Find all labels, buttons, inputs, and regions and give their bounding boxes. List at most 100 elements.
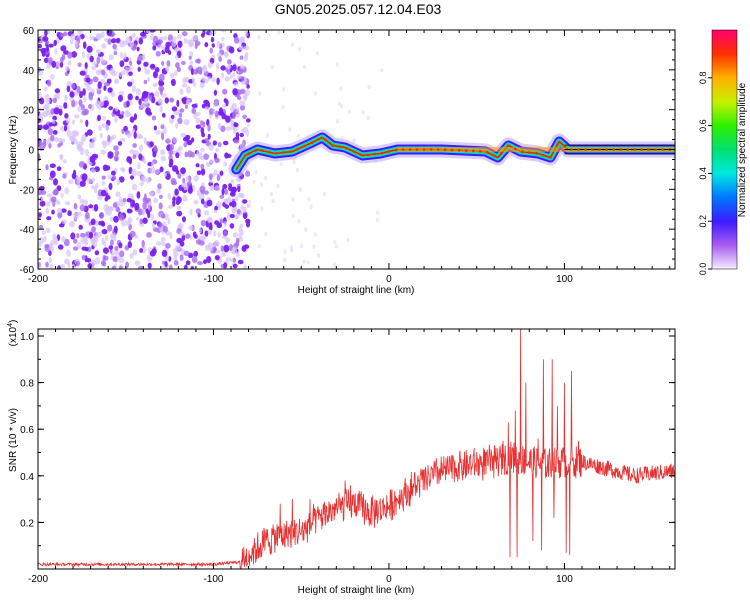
noise-blob — [204, 230, 209, 237]
noise-blob — [154, 90, 160, 98]
noise-blob — [175, 244, 182, 251]
noise-blob — [129, 60, 133, 66]
track-dot — [436, 148, 440, 151]
noise-blob — [223, 98, 228, 103]
noise-blob — [56, 166, 62, 172]
noise-blob — [180, 132, 187, 138]
noise-region — [38, 30, 384, 269]
noise-blob — [117, 141, 123, 146]
noise-blob — [87, 263, 93, 269]
noise-blob — [157, 183, 162, 190]
track-dot — [493, 154, 496, 158]
noise-blob — [175, 62, 180, 69]
track-band — [397, 147, 675, 152]
track-dot — [247, 152, 250, 156]
noise-blob — [138, 144, 143, 152]
noise-blob — [181, 30, 188, 37]
noise-blob — [76, 177, 80, 185]
noise-blob — [118, 114, 124, 119]
y-tick-label: 0.4 — [20, 472, 34, 483]
noise-blob — [44, 30, 48, 37]
noise-blob — [264, 231, 268, 236]
noise-blob — [235, 195, 238, 202]
noise-blob — [164, 97, 169, 104]
noise-blob — [151, 222, 156, 229]
noise-blob — [237, 185, 241, 193]
noise-blob — [121, 111, 125, 115]
noise-blob — [263, 175, 268, 181]
noise-blob — [93, 204, 99, 212]
noise-blob — [71, 100, 76, 108]
noise-blob — [63, 124, 68, 132]
noise-blob — [244, 54, 248, 62]
noise-blob — [224, 51, 229, 58]
noise-blob — [104, 196, 109, 202]
noise-blob — [232, 111, 236, 120]
noise-blob — [108, 54, 114, 61]
noise-blob — [161, 213, 166, 219]
noise-blob — [148, 94, 153, 102]
y-axis-multiplier: (x104) — [7, 320, 19, 347]
x-tick-label: -100 — [203, 274, 223, 285]
noise-blob — [157, 97, 161, 104]
noise-blob — [135, 88, 141, 96]
track-dot — [457, 149, 461, 152]
noise-blob — [84, 62, 88, 70]
noise-blob — [206, 217, 212, 222]
noise-blob — [217, 142, 222, 148]
y-tick-label: -20 — [20, 185, 35, 196]
noise-blob — [242, 211, 248, 219]
noise-blob — [223, 262, 228, 269]
noise-blob — [203, 153, 210, 160]
noise-blob — [86, 45, 93, 53]
noise-blob — [53, 188, 59, 196]
noise-blob — [204, 42, 209, 48]
noise-blob — [85, 77, 91, 83]
noise-blob — [131, 183, 138, 191]
noise-blob — [207, 62, 213, 69]
noise-blob — [81, 173, 88, 181]
noise-blob — [239, 55, 244, 60]
track-dot — [296, 147, 300, 151]
noise-blob — [47, 57, 53, 64]
noise-blob — [100, 189, 107, 197]
noise-blob — [75, 260, 80, 267]
noise-blob — [189, 235, 193, 240]
noise-blob — [42, 141, 47, 149]
noise-blob — [190, 68, 195, 75]
noise-blob — [110, 239, 114, 246]
noise-blob — [335, 119, 339, 124]
noise-blob — [188, 225, 194, 231]
noise-blob — [38, 212, 42, 218]
noise-blob — [39, 224, 44, 230]
noise-blob — [151, 161, 155, 168]
noise-blob — [198, 227, 202, 234]
noise-blob — [80, 237, 86, 244]
track-dot — [394, 148, 398, 152]
noise-blob — [133, 113, 137, 121]
noise-blob — [192, 231, 197, 238]
noise-blob — [113, 215, 119, 223]
noise-blob — [213, 230, 217, 237]
noise-blob — [126, 198, 133, 203]
noise-blob — [209, 247, 214, 252]
noise-blob — [160, 124, 165, 130]
noise-blob — [66, 129, 72, 138]
noise-blob — [376, 210, 380, 216]
noise-blob — [106, 205, 112, 211]
noise-blob — [127, 112, 132, 118]
noise-blob — [176, 205, 182, 211]
noise-blob — [47, 128, 53, 136]
noise-blob — [225, 153, 232, 158]
noise-blob — [191, 107, 196, 115]
track-dot — [661, 148, 664, 151]
noise-blob — [57, 265, 62, 269]
snr-panel: -200 -100 0 100 0.2 0.4 0.6 0.8 1.0 Height of str… — [7, 320, 676, 596]
noise-blob — [115, 191, 121, 197]
noise-blob — [235, 132, 240, 139]
noise-blob — [183, 38, 188, 44]
noise-blob — [103, 85, 107, 91]
noise-blob — [151, 115, 156, 121]
noise-blob — [375, 217, 380, 223]
noise-blob — [164, 45, 170, 54]
